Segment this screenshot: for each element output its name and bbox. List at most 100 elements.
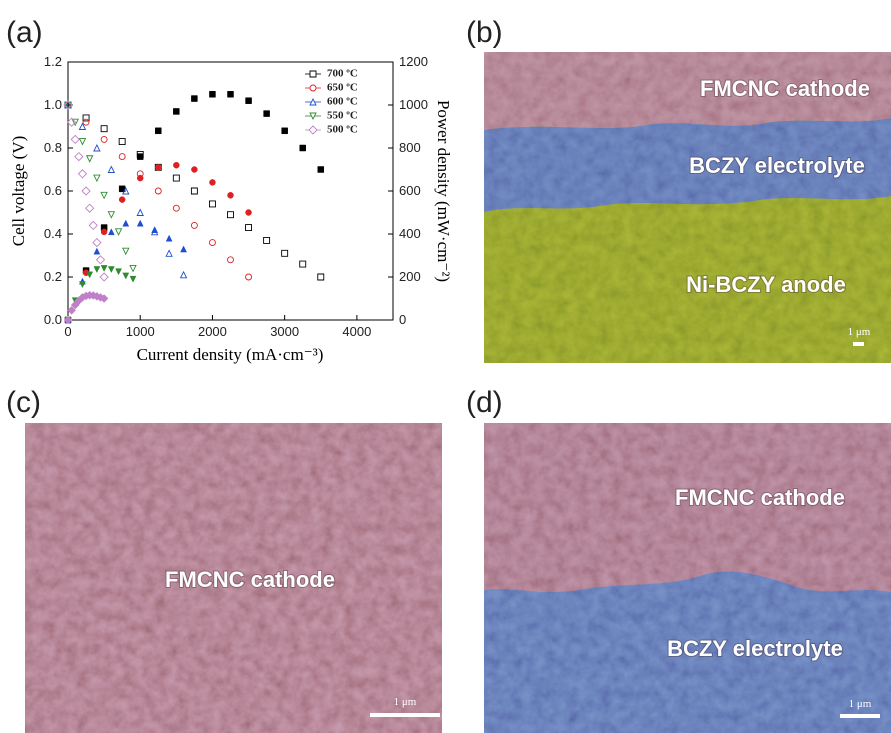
power-point xyxy=(130,276,136,282)
x-tick-label: 4000 xyxy=(342,324,371,339)
legend-label: 550 ºC xyxy=(327,110,358,122)
power-point xyxy=(101,265,107,271)
y-tick-label: 0.8 xyxy=(44,140,62,155)
region-label: BCZY electrolyte xyxy=(689,153,865,178)
x-axis-label: Current density (mA·cm⁻³) xyxy=(137,345,324,364)
voltage-point xyxy=(108,167,114,173)
power-point xyxy=(173,162,179,168)
voltage-point xyxy=(87,156,93,162)
power-point xyxy=(94,248,100,254)
power-point xyxy=(228,192,234,198)
y2-tick-label: 1200 xyxy=(399,54,428,69)
voltage-point xyxy=(246,274,252,280)
legend-label: 650 ºC xyxy=(327,82,358,94)
voltage-point xyxy=(79,139,85,145)
y-tick-label: 0.2 xyxy=(44,269,62,284)
legend-label: 700 ºC xyxy=(327,68,358,80)
x-tick-label: 3000 xyxy=(270,324,299,339)
voltage-point xyxy=(82,187,90,195)
power-point xyxy=(166,235,172,241)
voltage-point xyxy=(282,250,288,256)
region-label: FMCNC cathode xyxy=(700,76,870,101)
voltage-point xyxy=(137,210,143,216)
power-point xyxy=(228,91,234,97)
voltage-point xyxy=(123,248,129,254)
voltage-point xyxy=(191,222,197,228)
voltage-point xyxy=(119,154,125,160)
legend-label: 600 ºC xyxy=(327,96,358,108)
power-point xyxy=(173,108,179,114)
voltage-point xyxy=(101,126,107,132)
power-point xyxy=(191,167,197,173)
y-tick-label: 0.0 xyxy=(44,312,62,327)
power-point xyxy=(300,145,306,151)
power-point xyxy=(108,266,114,272)
scale-bar xyxy=(853,342,864,346)
power-point xyxy=(123,220,129,226)
scale-bar-label: 1 μm xyxy=(848,326,871,338)
power-point xyxy=(209,91,215,97)
voltage-point xyxy=(228,257,234,263)
scale-bar xyxy=(840,714,880,718)
voltage-point xyxy=(94,145,100,151)
y2-tick-label: 800 xyxy=(399,140,421,155)
power-point xyxy=(282,128,288,134)
y2-tick-label: 0 xyxy=(399,312,406,327)
y-tick-label: 1.0 xyxy=(44,97,62,112)
legend-label: 500 ºC xyxy=(327,124,358,136)
voltage-point xyxy=(191,188,197,194)
power-point xyxy=(246,210,252,216)
power-point xyxy=(137,154,143,160)
y-tick-label: 0.4 xyxy=(44,226,62,241)
voltage-point xyxy=(130,265,136,271)
power-point xyxy=(155,164,161,170)
voltage-point xyxy=(78,170,86,178)
sem-image-b: FMCNC cathode BCZY electrolyte Ni-BCZY a… xyxy=(484,52,891,363)
voltage-point xyxy=(94,175,100,181)
power-point xyxy=(318,167,324,173)
power-point xyxy=(246,98,252,104)
voltage-point xyxy=(166,250,172,256)
power-point xyxy=(94,266,100,272)
power-point xyxy=(137,175,143,181)
voltage-point xyxy=(75,153,83,161)
voltage-point xyxy=(86,204,94,212)
y-tick-label: 1.2 xyxy=(44,54,62,69)
voltage-point xyxy=(100,273,108,281)
sem-image-d: FMCNC cathode BCZY electrolyte 1 μm xyxy=(484,423,891,733)
sem-image-c: FMCNC cathode 1 μm xyxy=(25,423,442,733)
voltage-point xyxy=(228,212,234,218)
voltage-point xyxy=(246,225,252,231)
scale-bar xyxy=(370,713,440,717)
voltage-point xyxy=(83,119,89,125)
power-point xyxy=(116,269,122,275)
y2-tick-label: 600 xyxy=(399,183,421,198)
legend-marker xyxy=(309,126,317,134)
voltage-point xyxy=(108,212,114,218)
voltage-point xyxy=(93,239,101,247)
region-label: FMCNC cathode xyxy=(675,485,845,510)
voltage-point xyxy=(116,229,122,235)
panel-label: (a) xyxy=(6,16,43,49)
power-point xyxy=(152,227,158,233)
voltage-point xyxy=(79,124,85,130)
legend-marker xyxy=(310,71,316,77)
scale-bar-label: 1 μm xyxy=(394,696,417,708)
power-point xyxy=(181,246,187,252)
x-tick-label: 0 xyxy=(64,324,71,339)
x-tick-label: 2000 xyxy=(198,324,227,339)
y2-tick-label: 400 xyxy=(399,226,421,241)
voltage-point xyxy=(209,201,215,207)
y2-tick-label: 200 xyxy=(399,269,421,284)
voltage-point xyxy=(264,237,270,243)
y-axis-label: Cell voltage (V) xyxy=(9,136,28,246)
region-label: Ni-BCZY anode xyxy=(686,272,846,297)
voltage-point xyxy=(300,261,306,267)
power-point xyxy=(123,273,129,279)
voltage-point xyxy=(181,272,187,278)
scale-bar-label: 1 μm xyxy=(849,698,872,710)
region-label: BCZY electrolyte xyxy=(667,636,843,661)
voltage-point xyxy=(101,192,107,198)
voltage-point xyxy=(173,175,179,181)
voltage-point xyxy=(173,205,179,211)
